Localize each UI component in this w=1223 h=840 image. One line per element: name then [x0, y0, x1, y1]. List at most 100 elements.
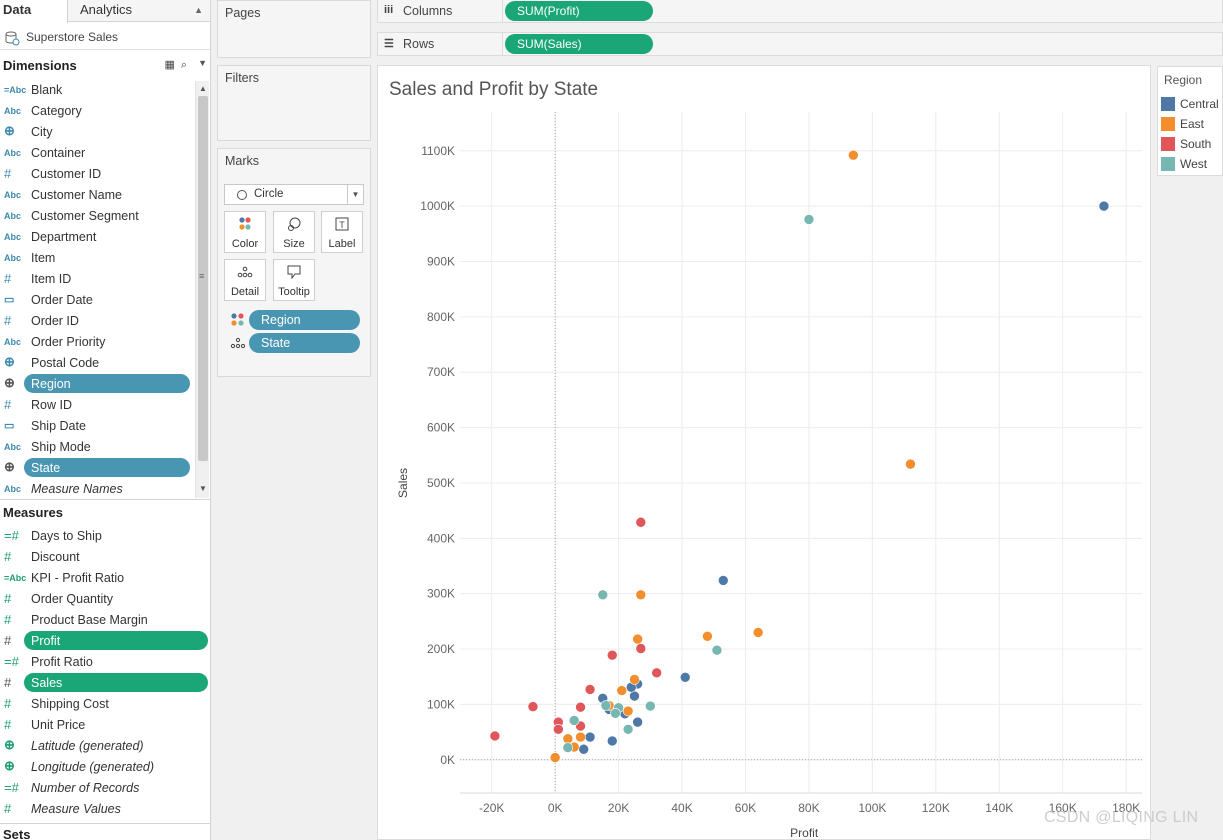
field-customer-name[interactable]: Abc Customer Name	[0, 184, 196, 205]
field-ship-mode[interactable]: Abc Ship Mode	[0, 436, 196, 457]
pages-card[interactable]: Pages	[217, 0, 371, 58]
pages-title: Pages	[225, 6, 261, 20]
legend-item-west[interactable]: West	[1161, 155, 1223, 173]
string-type-icon: Abc	[4, 484, 22, 494]
scatter-plot[interactable]: 0K 100K 200K 300K 400K 500K 600K 700K 800K 900K 10…	[378, 66, 1152, 840]
y-tick-label: 1100K	[421, 144, 455, 158]
detail-label: Detail	[230, 286, 260, 298]
data-point-east	[635, 589, 647, 601]
pill-background	[249, 310, 360, 330]
legend-item-east[interactable]: East	[1161, 115, 1223, 133]
tooltip-button[interactable]: Tooltip	[273, 259, 315, 301]
columns-shelf[interactable]: iii Columns SUM(Profit)	[377, 0, 1223, 23]
detail-button[interactable]: Detail	[224, 259, 266, 301]
legend-item-central[interactable]: Central	[1161, 95, 1223, 113]
field-label: Order Date	[31, 293, 93, 307]
field-product-base-margin[interactable]: # Product Base Margin	[0, 609, 196, 630]
field-item-id[interactable]: # Item ID	[0, 268, 196, 289]
field-ship-date[interactable]: ▭ Ship Date	[0, 415, 196, 436]
label-button[interactable]: T Label	[321, 211, 363, 253]
x-tick-label: 20K	[608, 801, 629, 815]
field-blank[interactable]: =Abc Blank	[0, 79, 196, 100]
legend-item-south[interactable]: South	[1161, 135, 1223, 153]
field-item[interactable]: Abc Item	[0, 247, 196, 268]
dimensions-menu-icon[interactable]: ▼	[198, 58, 207, 68]
field-kpi-profit-ratio[interactable]: =Abc KPI - Profit Ratio	[0, 567, 196, 588]
number-type-icon: #	[4, 717, 12, 732]
field-days-to-ship[interactable]: =# Days to Ship	[0, 525, 196, 546]
field-profit-ratio[interactable]: =# Profit Ratio	[0, 651, 196, 672]
field-row-id[interactable]: # Row ID	[0, 394, 196, 415]
field-longitude-generated-[interactable]: ⊕ Longitude (generated)	[0, 756, 196, 777]
view-search-icons[interactable]: ▦⌕	[164, 59, 193, 71]
profit-pill-label: SUM(Profit)	[517, 4, 580, 18]
mark-type-dropdown[interactable]: Circle ▼	[224, 184, 364, 205]
number-type-icon: #	[4, 696, 12, 711]
field-region[interactable]: ⊕ Region	[0, 373, 196, 394]
y-tick-label: 700K	[427, 365, 455, 379]
pane-tabs: Data Analytics ▲	[0, 0, 210, 23]
chevron-down-icon[interactable]: ▼	[347, 185, 363, 204]
field-order-quantity[interactable]: # Order Quantity	[0, 588, 196, 609]
field-label: Department	[31, 230, 97, 244]
viz-worksheet[interactable]: Sales and Profit by State 0K 100K 200K 300K…	[377, 65, 1151, 840]
updown-arrows-icon[interactable]: ▲	[194, 5, 203, 15]
dimensions-scrollbar[interactable]: ▲ ≡ ▼	[195, 81, 209, 498]
divider	[0, 499, 210, 500]
field-category[interactable]: Abc Category	[0, 100, 196, 121]
field-measure-names[interactable]: Abc Measure Names	[0, 478, 196, 499]
field-measure-values[interactable]: # Measure Values	[0, 798, 196, 819]
tab-data[interactable]: Data	[0, 0, 68, 23]
field-profit[interactable]: # Profit	[0, 630, 210, 651]
field-city[interactable]: ⊕ City	[0, 121, 196, 142]
filters-card[interactable]: Filters	[217, 65, 371, 141]
string-type-icon: Abc	[4, 106, 22, 116]
data-point-west	[711, 644, 723, 656]
field-number-of-records[interactable]: =# Number of Records	[0, 777, 196, 798]
scroll-down-icon[interactable]: ▼	[199, 484, 207, 493]
profit-column-pill[interactable]	[505, 1, 653, 21]
field-discount[interactable]: # Discount	[0, 546, 196, 567]
field-latitude-generated-[interactable]: ⊕ Latitude (generated)	[0, 735, 196, 756]
region-legend[interactable]: Region Central East South West	[1157, 66, 1223, 176]
datasource-row[interactable]: Superstore Sales	[0, 24, 210, 50]
region-color-pill[interactable]: Region	[224, 310, 364, 330]
tab-analytics[interactable]: Analytics ▲	[68, 0, 210, 22]
field-label: Profit	[31, 634, 61, 648]
number-type-icon: =#	[4, 528, 19, 543]
rows-shelf[interactable]: ☰ Rows SUM(Sales)	[377, 32, 1223, 56]
scroll-up-icon[interactable]: ▲	[199, 84, 207, 93]
calendar-type-icon: ▭	[4, 294, 15, 306]
string-type-icon: Abc	[4, 253, 22, 263]
data-point-east	[632, 633, 643, 645]
field-customer-segment[interactable]: Abc Customer Segment	[0, 205, 196, 226]
mark-type-value: Circle	[254, 188, 284, 200]
field-shipping-cost[interactable]: # Shipping Cost	[0, 693, 196, 714]
field-sales[interactable]: # Sales	[0, 672, 210, 693]
field-order-id[interactable]: # Order ID	[0, 310, 196, 331]
tooltip-icon	[287, 265, 301, 279]
field-order-priority[interactable]: Abc Order Priority	[0, 331, 196, 352]
field-postal-code[interactable]: ⊕ Postal Code	[0, 352, 196, 373]
sets-header: Sets	[0, 825, 210, 840]
color-button[interactable]: Color	[224, 211, 266, 253]
scroll-thumb[interactable]	[198, 96, 208, 461]
divider	[0, 823, 210, 824]
field-customer-id[interactable]: # Customer ID	[0, 163, 196, 184]
svg-text:T: T	[339, 220, 345, 230]
data-point-east	[752, 627, 764, 638]
sales-row-pill[interactable]	[505, 34, 653, 54]
state-detail-pill[interactable]: State	[224, 333, 364, 353]
globe-type-icon: ⊕	[4, 758, 15, 773]
field-state[interactable]: ⊕ State	[0, 457, 196, 478]
field-department[interactable]: Abc Department	[0, 226, 196, 247]
pill-background	[24, 673, 208, 692]
field-label: Postal Code	[31, 356, 100, 370]
field-order-date[interactable]: ▭ Order Date	[0, 289, 196, 310]
field-unit-price[interactable]: # Unit Price	[0, 714, 196, 735]
x-tick-label: 160K	[1049, 801, 1077, 815]
data-point-east	[629, 674, 640, 685]
size-button[interactable]: Size	[273, 211, 315, 253]
field-container[interactable]: Abc Container	[0, 142, 196, 163]
